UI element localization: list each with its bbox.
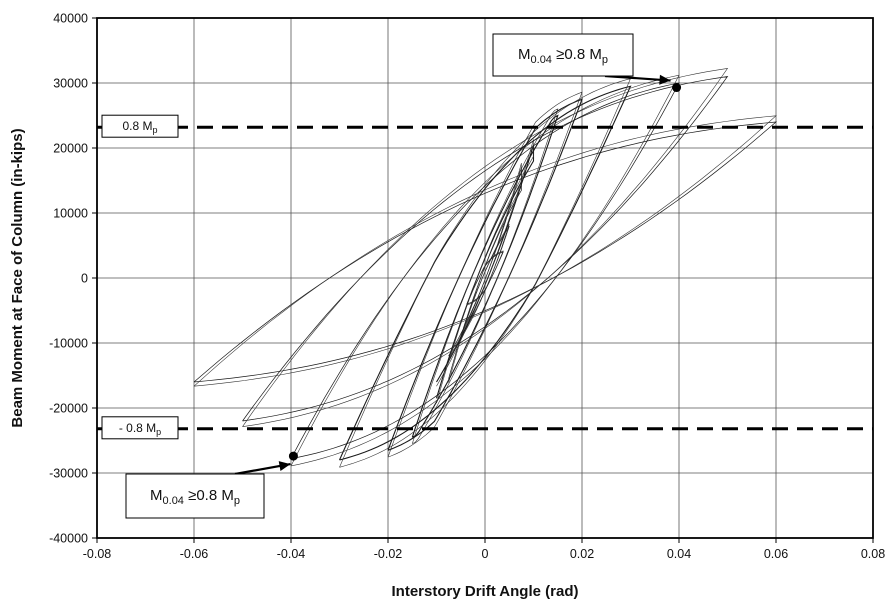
plot-frame	[96, 17, 874, 539]
x-tick-label: -0.04	[277, 547, 306, 561]
hysteresis-loop-repeat	[466, 250, 504, 306]
x-tick-label: 0	[482, 547, 489, 561]
hysteresis-loop-repeat	[436, 139, 534, 404]
y-tick-label: 40000	[53, 12, 88, 26]
annotation-box	[125, 473, 265, 519]
x-axis-label: Interstory Drift Angle (rad)	[392, 583, 579, 600]
y-tick-label: 0	[81, 272, 88, 286]
hysteresis-loop-repeat	[242, 67, 729, 427]
x-tick-label: -0.06	[180, 547, 209, 561]
hysteresis-loop-repeat	[193, 115, 777, 387]
hysteresis-loop-repeat	[290, 74, 680, 467]
x-tick-label: 0.06	[764, 547, 788, 561]
hysteresis-loop	[411, 114, 559, 438]
x-tick-label: 0.02	[570, 547, 594, 561]
y-tick-label: 20000	[53, 142, 88, 156]
x-tick-label: 0.08	[861, 547, 885, 561]
annotation-label: M0.04 ≥0.8 Mp	[150, 487, 240, 507]
annotations: M0.04 ≥0.8 Mp M0.04 ≥0.8 Mp	[125, 33, 682, 519]
hysteresis-curves	[193, 67, 778, 468]
annotation-arrowhead	[659, 74, 671, 85]
y-tick-label: -40000	[49, 532, 88, 546]
x-tick-label: -0.08	[83, 547, 112, 561]
reference-line-label-box	[101, 416, 179, 440]
annotation-marker	[672, 83, 682, 93]
x-tick-label: 0.04	[667, 547, 691, 561]
hysteresis-loop-repeat	[460, 223, 510, 339]
annotation-arrowhead	[278, 461, 291, 471]
annotation-label: M0.04 ≥0.8 Mp	[518, 46, 608, 66]
hysteresis-loop	[338, 85, 632, 461]
hysteresis-loop-repeat	[448, 163, 522, 383]
reference-line-label-box	[101, 114, 179, 138]
hysteresis-loop	[193, 121, 778, 383]
annotation-box	[492, 33, 634, 77]
x-tick-labels: -0.08 -0.06 -0.04 -0.02 0 0.02 0.04 0.06 0.08	[83, 547, 885, 561]
y-tick-label: -20000	[49, 402, 88, 416]
hysteresis-loop	[242, 76, 729, 422]
reference-line-label: 0.8 Mp	[122, 119, 157, 135]
hysteresis-loop-repeat	[412, 108, 559, 444]
annotation-marker	[288, 451, 298, 461]
y-tick-label: 10000	[53, 207, 88, 221]
x-tick-label: -0.02	[374, 547, 403, 561]
reference-line-label: - 0.8 Mp	[119, 421, 161, 437]
y-tick-labels: 40000 30000 20000 10000 0 -10000 -20000 -30000 -…	[49, 12, 88, 546]
y-tick-label: -10000	[49, 337, 88, 351]
y-tick-label: -30000	[49, 467, 88, 481]
y-axis-label: Beam Moment at Face of Column (in-kips)	[9, 128, 26, 427]
y-tick-label: 30000	[53, 77, 88, 91]
reference-lines: 0.8 Mp - 0.8 Mp	[97, 114, 873, 440]
hysteresis-loop	[290, 82, 680, 460]
